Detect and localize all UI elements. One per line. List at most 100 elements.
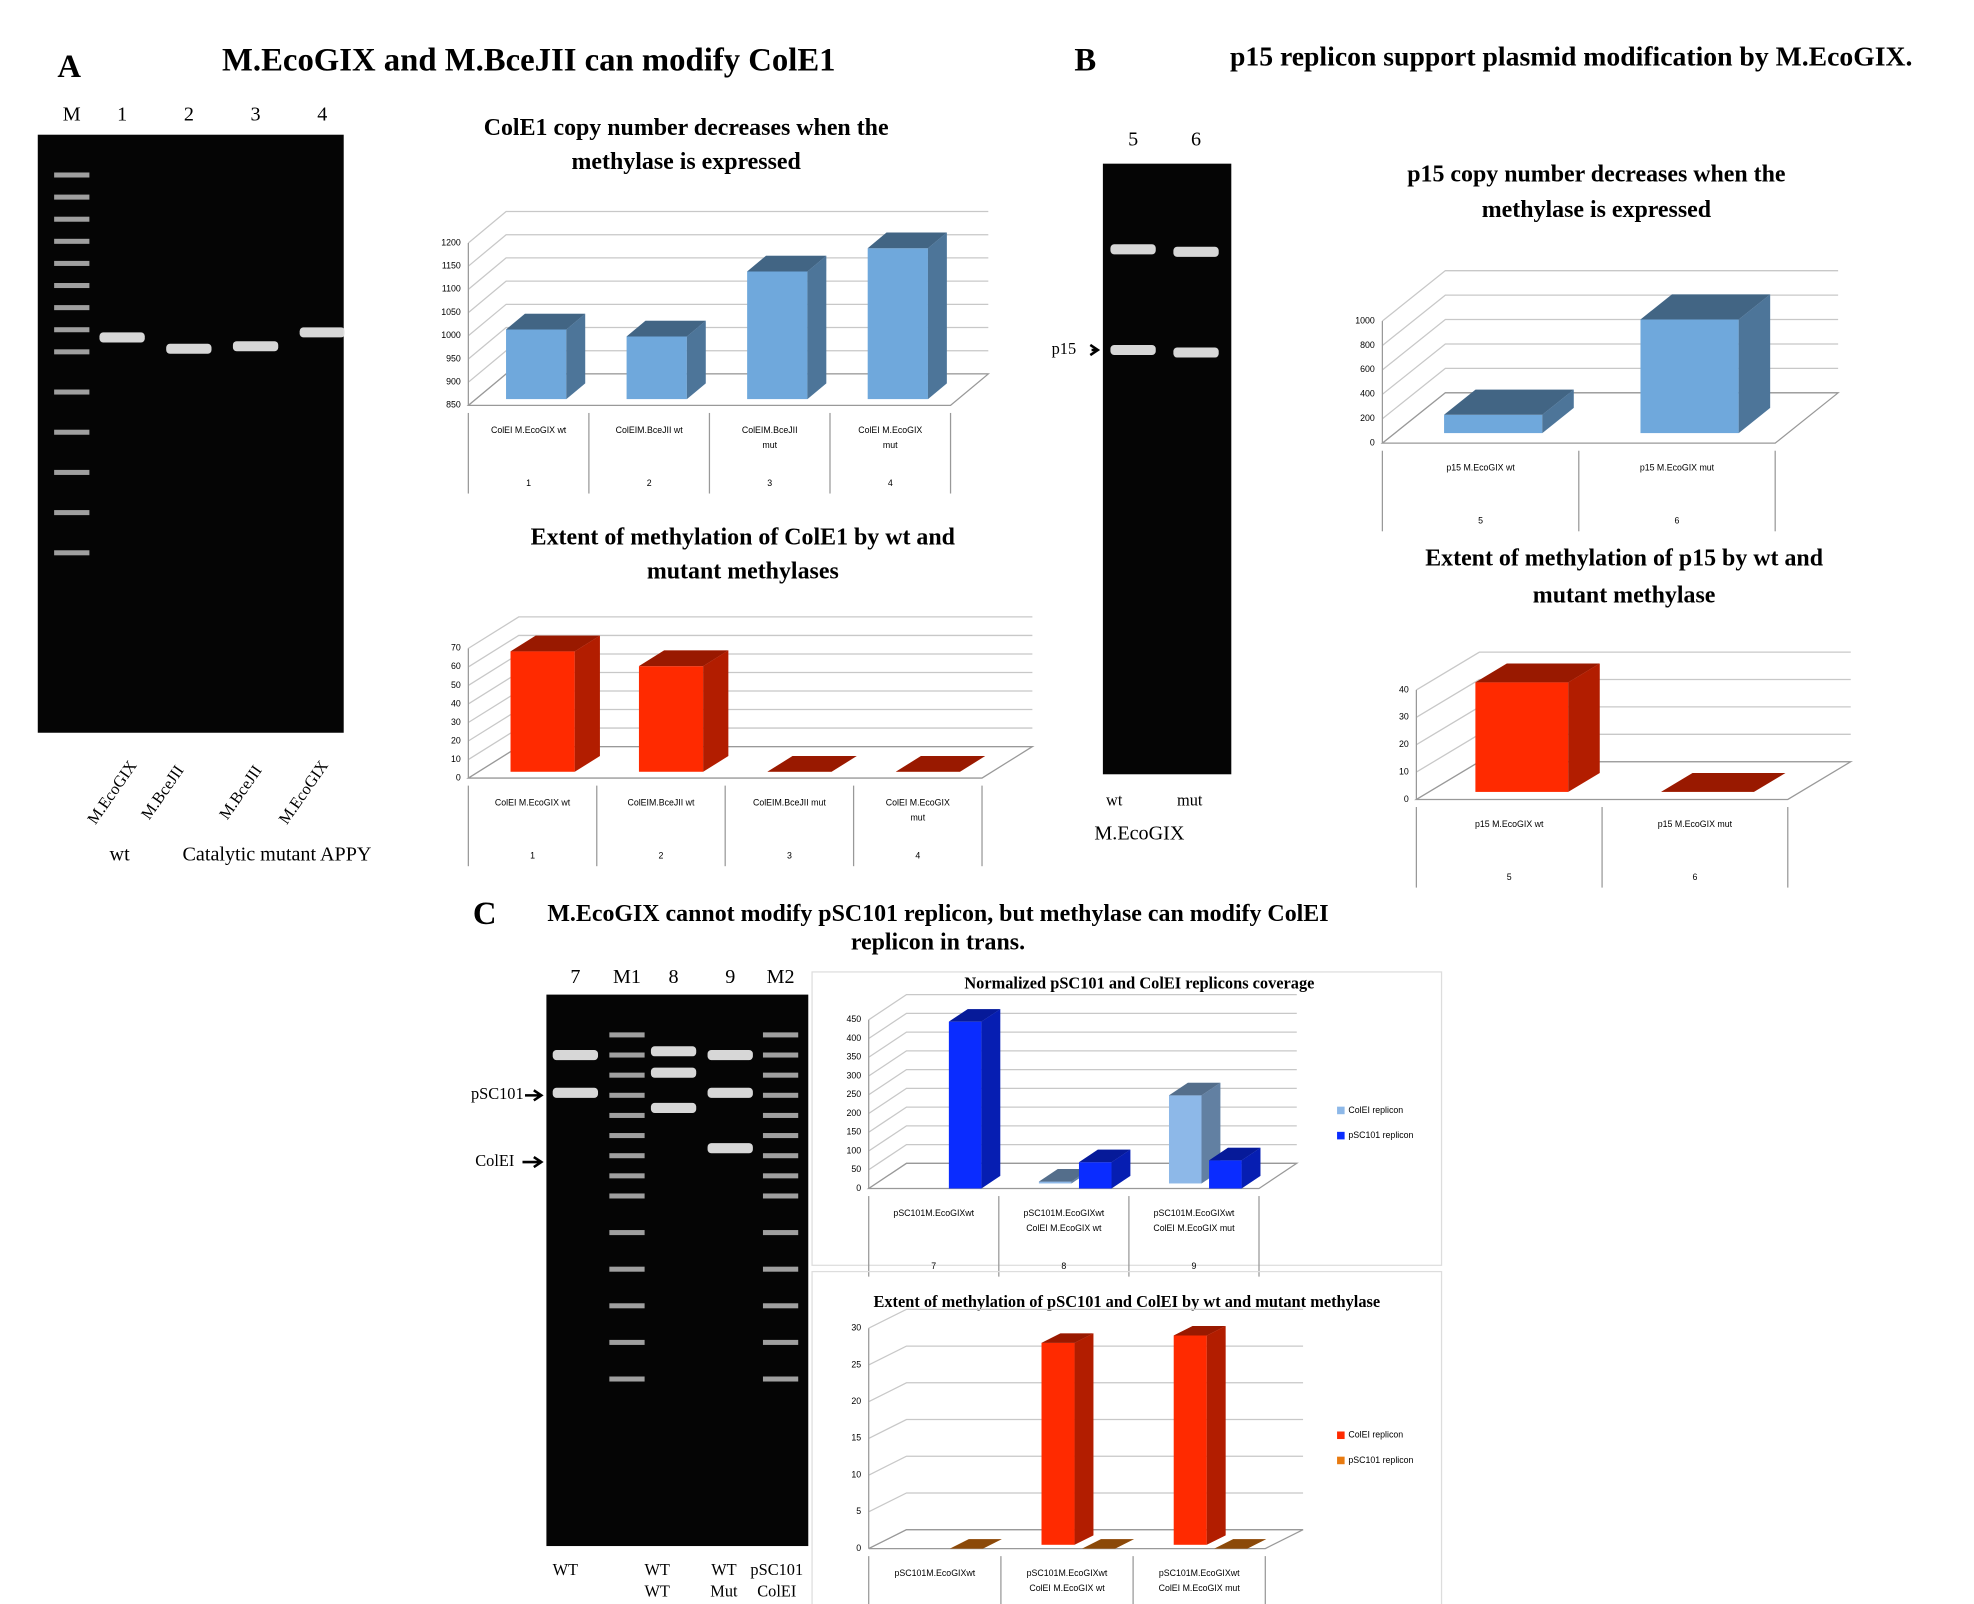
ladder-band (763, 1113, 798, 1118)
lane-label: 9 (725, 966, 735, 988)
panel-title: p15 replicon support plasmid modificatio… (1230, 41, 1913, 72)
bar-side-shade (575, 636, 600, 772)
panel-title: replicon in trans. (851, 930, 1025, 956)
lane-sample-label: M.BceJII (137, 762, 188, 823)
gel-band (651, 1046, 696, 1056)
bar (1082, 1539, 1134, 1548)
ladder-band (609, 1073, 644, 1078)
bar (1042, 1333, 1094, 1544)
x-tick-label: ColEIM.BceJII (742, 425, 798, 435)
panel-title: M.EcoGIX and M.BceJII can modify ColE1 (222, 42, 835, 78)
category-number: 4 (915, 850, 920, 860)
gel-band (1173, 347, 1218, 357)
category-number: 4 (888, 478, 893, 488)
figure-body: AM.EcoGIX and M.BceJII can modify ColE1M… (38, 41, 1913, 1604)
bar (868, 233, 947, 400)
y-tick-label: 0 (856, 1183, 861, 1193)
category-number: 8 (1061, 1261, 1066, 1271)
bar (1640, 294, 1770, 433)
marker-arrow (525, 1090, 541, 1100)
y-tick-label: 250 (846, 1089, 861, 1099)
ladder-band (763, 1173, 798, 1178)
chart-frame (812, 1272, 1442, 1604)
marker-arrow (522, 1157, 541, 1167)
bar-side-shade (981, 1009, 1000, 1188)
band-marker: ColEI (475, 1151, 514, 1170)
band-marker: p15 (1052, 339, 1077, 358)
gel-band (1110, 345, 1155, 355)
x-tick-label: ColEI M.EcoGIX (858, 425, 922, 435)
gel-band (99, 332, 144, 342)
lane-sample-label: ColEI (757, 1581, 796, 1600)
bar (949, 1009, 1000, 1188)
category-number: 6 (1692, 872, 1697, 882)
ladder-band (609, 1340, 644, 1345)
y-tick-label: 0 (856, 1543, 861, 1553)
x-tick-label: ColEI M.EcoGIX mut (1153, 1223, 1235, 1233)
x-tick-label: ColEIM.BceJII mut (753, 798, 826, 808)
ladder-band (54, 195, 89, 200)
bar-front (627, 336, 687, 399)
grid-line (869, 1032, 1297, 1057)
x-tick-label: ColEI M.EcoGIX wt (1029, 1583, 1105, 1593)
bar-front (511, 651, 575, 771)
y-tick-label: 200 (1360, 413, 1375, 423)
y-tick-label: 300 (846, 1070, 861, 1080)
category-number: 5 (1507, 872, 1512, 882)
legend-label: pSC101 replicon (1348, 1130, 1413, 1140)
y-tick-label: 800 (1360, 340, 1375, 350)
chart-title: Extent of methylation of p15 by wt and (1425, 546, 1823, 572)
y-tick-label: 1050 (441, 307, 461, 317)
y-tick-label: 30 (1399, 712, 1409, 722)
lane-sample-label: WT (644, 1581, 669, 1600)
ladder-band (609, 1093, 644, 1098)
chart-title: p15 copy number decreases when the (1407, 162, 1785, 188)
ladder-band (609, 1303, 644, 1308)
ladder-band (763, 1376, 798, 1381)
chart: Extent of methylation of p15 by wt andmu… (1399, 546, 1851, 888)
ladder-band (609, 1376, 644, 1381)
bar-front (1039, 1182, 1072, 1184)
x-tick-label: ColEI M.EcoGIX wt (495, 798, 571, 808)
bar-front (1079, 1162, 1112, 1188)
bar-front (1475, 682, 1568, 792)
group-label: M.EcoGIX (1094, 822, 1184, 844)
ladder-band (609, 1133, 644, 1138)
ladder-band (609, 1113, 644, 1118)
lane-sample-label: M.EcoGIX (274, 757, 332, 828)
category-number: 9 (1191, 1261, 1196, 1271)
x-tick-label: mut (910, 813, 925, 823)
ladder-band (54, 390, 89, 395)
ladder-band (763, 1053, 798, 1058)
y-tick-label: 450 (846, 1014, 861, 1024)
bar (747, 256, 826, 399)
y-tick-label: 60 (451, 661, 461, 671)
ladder-band (609, 1032, 644, 1037)
gel-band (708, 1088, 753, 1098)
bar-front (506, 329, 566, 399)
ladder-band (763, 1093, 798, 1098)
ladder-band (609, 1053, 644, 1058)
gel-band (553, 1050, 598, 1060)
grid-line (869, 995, 1297, 1020)
bar (767, 756, 856, 772)
legend-label: ColEI replicon (1348, 1430, 1403, 1440)
x-tick-label: ColEI M.EcoGIX wt (491, 425, 567, 435)
lane-label: 5 (1128, 129, 1138, 151)
chart-title: mutant methylases (647, 558, 839, 584)
chart-frame (812, 972, 1442, 1265)
lane-label: 7 (570, 966, 580, 988)
bar (627, 321, 706, 399)
ladder-band (54, 430, 89, 435)
band-marker: pSC101 (471, 1084, 524, 1103)
lane-label: 6 (1191, 129, 1201, 151)
bar-front (949, 1022, 982, 1189)
bar-side-shade (1075, 1333, 1094, 1544)
x-tick-label: ColEI M.EcoGIX wt (1026, 1223, 1102, 1233)
y-tick-label: 200 (846, 1108, 861, 1118)
bar-front (747, 271, 807, 399)
bar (511, 636, 600, 772)
bar-front (1640, 320, 1738, 434)
chart: Extent of methylation of ColE1 by wt and… (451, 524, 1032, 866)
ladder-band (763, 1230, 798, 1235)
